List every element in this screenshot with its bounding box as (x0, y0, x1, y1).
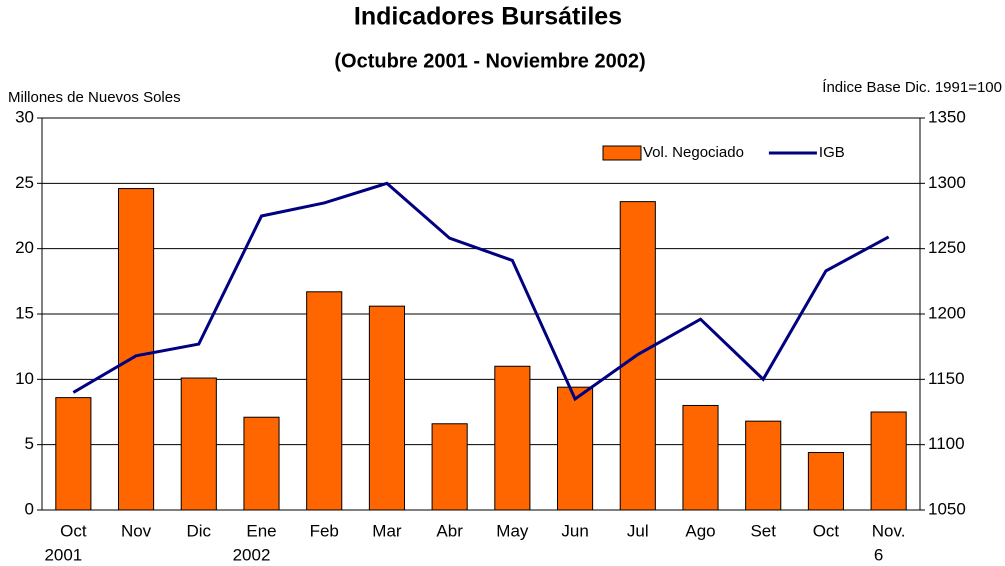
x-tick-label: May (496, 521, 529, 540)
y-tick-label: 10 (15, 369, 34, 388)
x-tick-label: Jun (561, 521, 588, 540)
x-tick-label: Abr (436, 521, 463, 540)
x-tick-label: Ago (685, 521, 715, 540)
bar (557, 386, 594, 511)
bar (243, 416, 280, 511)
chart-subtitle: (Octubre 2001 - Noviembre 2002) (334, 50, 645, 72)
chart-title: Indicadores Bursátiles (354, 3, 622, 31)
bar (55, 397, 92, 511)
legend-label: IGB (819, 144, 845, 161)
bar (180, 377, 217, 511)
bar (870, 411, 907, 511)
legend-label: Vol. Negociado (643, 144, 744, 161)
x-tick-label: Ene (246, 521, 276, 540)
y-tick-label: 5 (25, 434, 34, 453)
y-tick-label: 0 (25, 499, 34, 518)
bar (807, 452, 844, 511)
x-tick-label: Jul (627, 521, 649, 540)
plot-frame (41, 117, 921, 511)
x-tick-label: 2002 (233, 545, 271, 564)
bar (306, 291, 343, 511)
bar (745, 420, 782, 511)
x-tick-label: 2001 (44, 545, 82, 564)
x-tick-label: Dic (187, 521, 212, 540)
y-tick-label: 25 (15, 173, 34, 192)
bar (682, 404, 719, 511)
bar (368, 305, 405, 511)
y-tick-label: 15 (15, 303, 34, 322)
x-tick-label: Feb (310, 521, 339, 540)
x-tick-label: Oct (813, 521, 840, 540)
y2-tick-label: 1150 (928, 369, 965, 388)
y-axis-title: Millones de Nuevos Soles (8, 89, 181, 106)
x-tick-label: Nov. (872, 521, 906, 540)
y2-axis-title: Índice Base Dic. 1991=100 (822, 79, 1002, 96)
y-tick-label: 20 (15, 238, 34, 257)
y2-tick-label: 1050 (928, 499, 966, 518)
x-tick-label: Oct (60, 521, 87, 540)
legend-swatch (602, 145, 642, 161)
y2-tick-label: 1300 (928, 173, 966, 192)
line (72, 181, 890, 402)
y2-tick-label: 1100 (928, 434, 965, 453)
bar (118, 188, 155, 511)
x-tick-label: 6 (874, 545, 883, 564)
bar (431, 423, 468, 511)
y-tick-label: 30 (15, 107, 34, 126)
x-tick-label: Nov (121, 521, 152, 540)
bar (494, 365, 531, 511)
x-tick-label: Mar (372, 521, 402, 540)
y2-tick-label: 1200 (928, 303, 966, 322)
x-tick-label: Set (750, 521, 776, 540)
y2-tick-label: 1350 (928, 107, 966, 126)
y2-tick-label: 1250 (928, 238, 966, 257)
